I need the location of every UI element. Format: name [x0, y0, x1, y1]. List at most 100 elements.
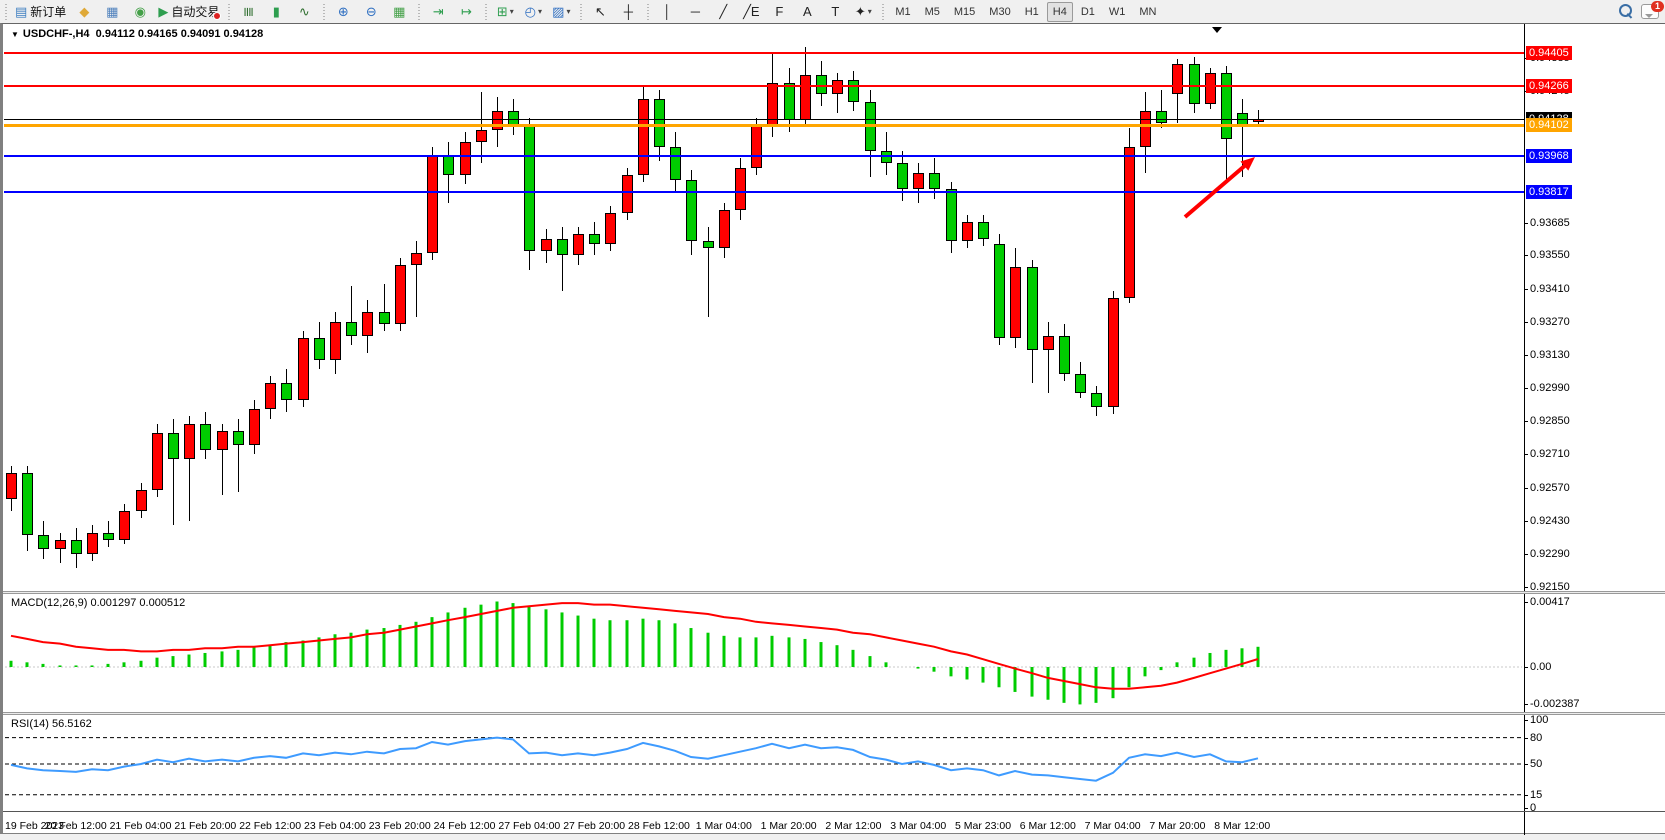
vertical-line-button[interactable]: │	[653, 1, 681, 23]
candle	[476, 129, 487, 142]
time-axis-label: 23 Feb 04:00	[304, 820, 366, 832]
bar-chart-button[interactable]: ≣	[234, 1, 262, 23]
price-tick-mark	[1524, 321, 1528, 323]
candle	[929, 172, 940, 190]
horizontal-line-button[interactable]: ─	[681, 1, 709, 23]
pane-separator-rsi[interactable]	[3, 712, 1665, 715]
candle	[298, 338, 309, 400]
rsi-tick-mark	[1524, 720, 1528, 721]
equidistant-channel-button[interactable]: ╱E	[737, 1, 765, 23]
candle	[735, 167, 746, 211]
candle	[152, 433, 163, 490]
candle	[362, 312, 373, 336]
autotrading-button[interactable]: ▶ 自动交易	[154, 1, 223, 23]
candle	[638, 99, 649, 175]
candle	[978, 222, 989, 239]
pane-separator-macd[interactable]	[3, 591, 1665, 594]
arrows-button[interactable]: ✦ ▾	[849, 1, 877, 23]
hline-support-1[interactable]	[4, 155, 1524, 157]
hline-resistance-1[interactable]	[4, 52, 1524, 54]
price-tick-mark	[1524, 223, 1528, 225]
zoom-out-button[interactable]: ⊖	[357, 1, 385, 23]
new-order-icon: ▤	[15, 3, 28, 19]
new-order-button-label: 新订单	[30, 4, 67, 19]
search-icon[interactable]	[1619, 4, 1633, 19]
metaquotes-button[interactable]: ◆	[70, 1, 98, 23]
timeframe-d1[interactable]: D1	[1080, 5, 1095, 18]
text-label-button[interactable]: T	[821, 1, 849, 23]
indicators-button[interactable]: ⊞ ▾	[491, 1, 519, 23]
autotrading-button-label: 自动交易	[171, 4, 220, 19]
candle	[330, 321, 341, 360]
chart-window[interactable]: ▼ USDCHF-,H4 0.94112 0.94165 0.94091 0.94…	[0, 23, 1665, 835]
timeframe-h1[interactable]: H1	[1024, 5, 1039, 18]
candle	[1091, 392, 1102, 407]
open-charts-button[interactable]: ▦	[98, 1, 126, 23]
chart-shift-button[interactable]: ↦	[452, 1, 480, 23]
candle-wick	[173, 418, 174, 526]
toolbar-grip	[322, 3, 328, 20]
notification-badge: 1	[1651, 0, 1664, 12]
signals-button[interactable]: ◉	[126, 1, 154, 23]
periods-button[interactable]: ◴ ▾	[519, 1, 547, 23]
fibonacci-button[interactable]: F	[765, 1, 793, 23]
candle	[346, 321, 357, 336]
candle	[670, 146, 681, 180]
templates-button[interactable]: ▨ ▾	[547, 1, 575, 23]
price-tick-mark	[1524, 354, 1528, 356]
timeframe-m1[interactable]: M1	[895, 5, 911, 18]
hline-support-2[interactable]	[4, 191, 1524, 193]
hline-resistance-2[interactable]	[4, 85, 1524, 87]
cursor-button[interactable]: ↖	[586, 1, 614, 23]
text-button[interactable]: A	[793, 1, 821, 23]
timeframe-mn[interactable]: MN	[1139, 5, 1157, 18]
dropdown-caret-icon: ▾	[566, 6, 571, 16]
notifications-icon[interactable]: 1	[1641, 0, 1664, 19]
auto-scroll-button[interactable]: ⇥	[424, 1, 452, 23]
zoom-in-button[interactable]: ⊕	[329, 1, 357, 23]
timeframe-m30[interactable]: M30	[989, 5, 1011, 18]
candle	[1043, 335, 1054, 351]
crosshair-icon: ┼	[623, 3, 633, 19]
time-axis-label: 1 Mar 20:00	[760, 820, 817, 832]
candle	[103, 532, 114, 540]
candle-wick	[222, 423, 223, 495]
timeframe-w1[interactable]: W1	[1108, 5, 1126, 18]
tile-windows-button[interactable]: ▦	[385, 1, 413, 23]
macd-tick-label: -0.002387	[1530, 698, 1580, 711]
hline-current-price[interactable]	[4, 119, 1524, 120]
candle-wick	[416, 241, 417, 318]
candle	[557, 238, 568, 256]
line-chart-button[interactable]: ∿	[290, 1, 318, 23]
price-tick-label: 0.93550	[1530, 249, 1570, 262]
price-tick-mark	[1524, 586, 1528, 588]
candle	[136, 489, 147, 512]
price-tick-mark	[1524, 553, 1528, 555]
candle-wick	[481, 92, 482, 164]
candle	[379, 312, 390, 325]
time-axis-label: 5 Mar 23:00	[955, 820, 1012, 832]
toolbar-grip	[4, 3, 9, 20]
hline-pivot-orange[interactable]	[4, 124, 1524, 127]
macd-header: MACD(12,26,9) 0.001297 0.000512	[11, 597, 186, 609]
candle	[119, 511, 130, 540]
timeframe-m5[interactable]: M5	[924, 5, 940, 18]
time-axis-label: 1 Mar 04:00	[695, 820, 752, 832]
text-label-icon: T	[831, 3, 840, 19]
candle	[897, 163, 908, 190]
crosshair-button[interactable]: ┼	[614, 1, 642, 23]
signals-icon: ◉	[134, 3, 146, 19]
trendline-button[interactable]: ╱	[709, 1, 737, 23]
bar-chart-icon: ≣	[241, 6, 257, 17]
time-axis-label: 3 Mar 04:00	[890, 820, 947, 832]
price-tick-mark	[1524, 255, 1528, 257]
new-order-button[interactable]: ▤ 新订单	[11, 1, 70, 23]
chart-menu-icon[interactable]: ▼	[11, 30, 19, 39]
equidistant-channel-icon: ╱E	[743, 3, 760, 19]
timeframe-h4[interactable]: H4	[1046, 1, 1073, 22]
candle	[605, 212, 616, 244]
candle	[1156, 111, 1167, 123]
candlestick-chart-button[interactable]: ▮	[262, 1, 290, 23]
rsi-tick-label: 15	[1530, 788, 1543, 801]
timeframe-m15[interactable]: M15	[953, 5, 976, 18]
